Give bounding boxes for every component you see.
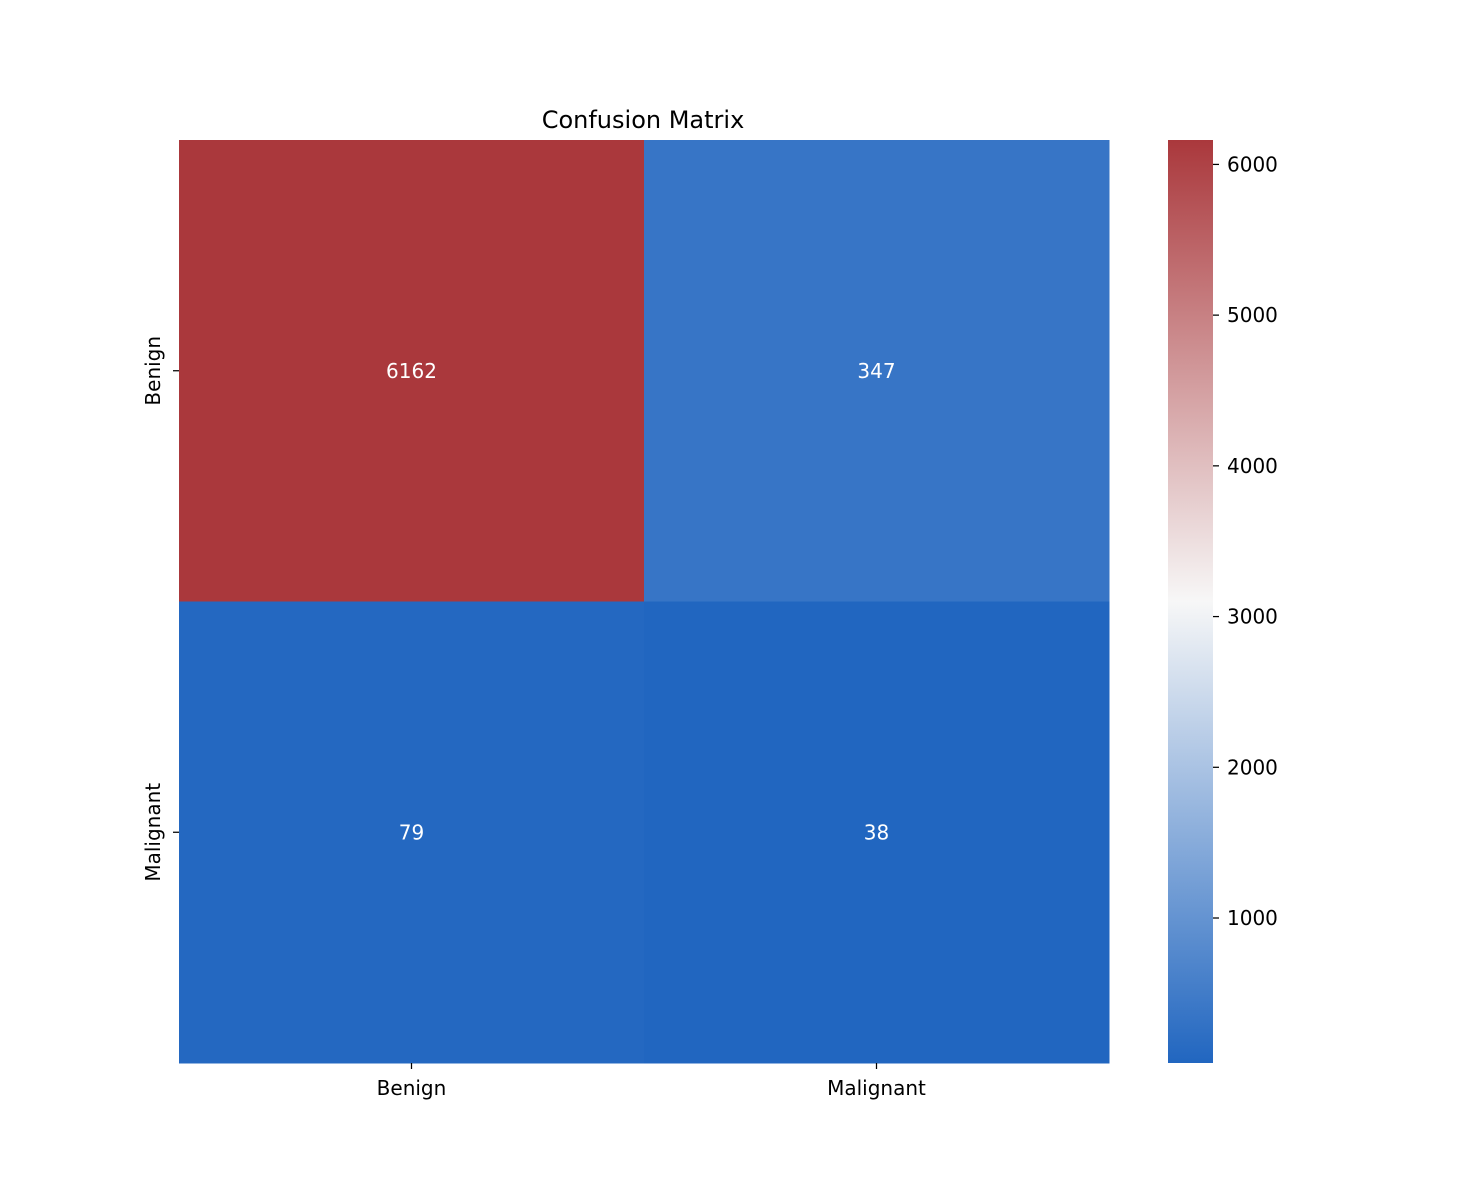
heatmap-cells [179,140,1110,1064]
x-axis: Benign Malignant [377,1063,926,1100]
heatmap-cell-r1-c1 [644,601,1110,1064]
y-tick-label: Benign [141,336,165,406]
cell-annotation-r1-c0: 79 [399,820,424,844]
heatmap-cell-r0-c0 [179,140,645,602]
cell-annotation-r0-c1: 347 [857,359,895,383]
chart-title: Confusion Matrix [542,106,745,134]
colorbar-tick-label: 6000 [1227,152,1278,176]
colorbar-tick-label: 5000 [1227,303,1278,327]
heatmap-cell-r0-c1 [644,140,1110,602]
colorbar-tick-label: 4000 [1227,454,1278,478]
cell-annotations: 6162 347 79 38 [386,359,896,845]
cell-annotation-r0-c0: 6162 [386,359,437,383]
colorbar-axis: 1000 2000 3000 4000 5000 6000 [1213,152,1278,930]
colorbar-tick-label: 3000 [1227,605,1278,629]
x-tick-label: Malignant [827,1076,926,1100]
heatmap-cell-r1-c0 [179,601,645,1064]
colorbar [1168,140,1213,1063]
y-tick-label: Malignant [141,783,165,882]
y-axis: Benign Malignant [141,336,179,882]
x-tick-label: Benign [377,1076,447,1100]
cell-annotation-r1-c1: 38 [864,820,889,844]
colorbar-tick-label: 1000 [1227,906,1278,930]
colorbar-tick-label: 2000 [1227,755,1278,779]
